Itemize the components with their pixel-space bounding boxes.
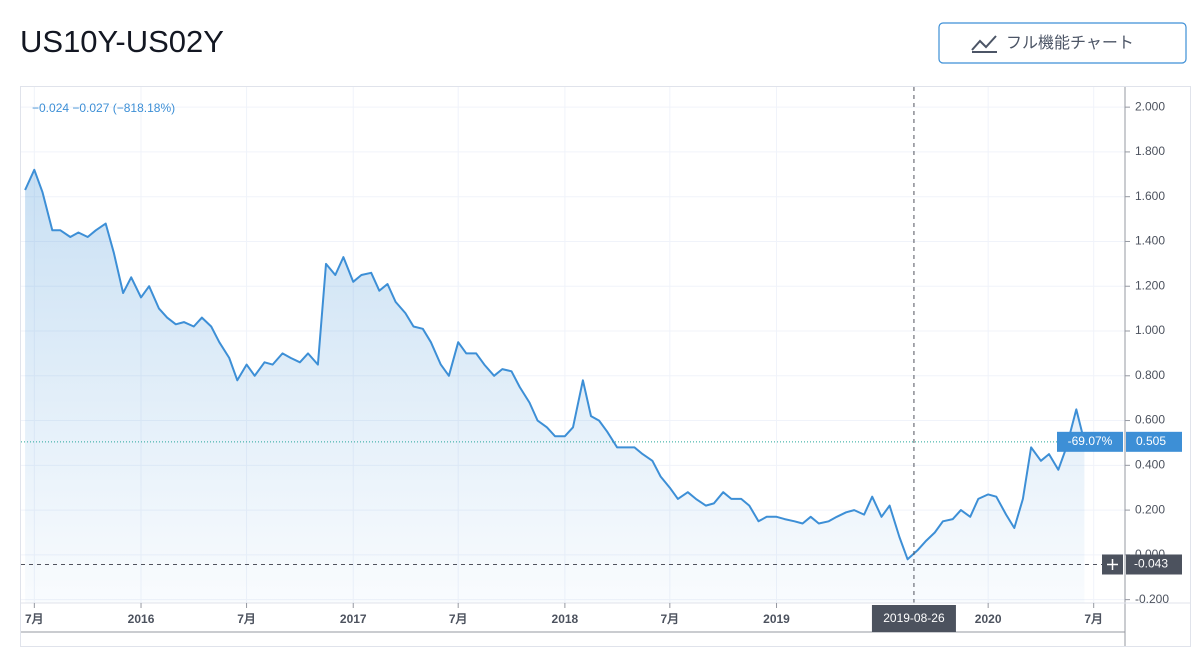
- x-tick-label: 2019: [763, 612, 790, 626]
- axes: 2.000 1.800 1.600 1.400 1.200 1.000 0.800 0.600…: [25, 99, 1182, 632]
- change-label: -69.07%: [1068, 434, 1113, 448]
- x-tick-label: 7月: [449, 612, 468, 626]
- y-tick-label: 1.600: [1135, 189, 1165, 203]
- button-frame[interactable]: [938, 22, 1187, 64]
- x-tick-label: 2018: [552, 612, 579, 626]
- x-tick-label: 7月: [660, 612, 679, 626]
- chart-title: US10Y-US02Y: [20, 24, 224, 59]
- y-tick-label: 0.800: [1135, 368, 1165, 382]
- y-tick-label: 0.600: [1135, 413, 1165, 427]
- y-tick-label: 0.200: [1135, 502, 1165, 516]
- y-tick-label: 2.000: [1135, 99, 1165, 113]
- x-tick-label: 7月: [25, 612, 44, 626]
- x-tick-label: 2020: [975, 612, 1002, 626]
- x-tick-label: 7月: [237, 612, 256, 626]
- crosshair-x-badge: [871, 605, 956, 632]
- crosshair-y-badge: [1126, 554, 1182, 575]
- y-tick-label: 1.400: [1135, 234, 1165, 248]
- legend-values: −0.024 −0.027 (−818.18%): [32, 101, 175, 115]
- line: [24, 168, 1086, 561]
- crosshair-plus: [1107, 558, 1118, 570]
- price-badge: [1126, 431, 1182, 452]
- y-tick-label: 0.400: [1135, 457, 1165, 471]
- full-chart-button[interactable]: フル機能チャート: [938, 22, 1187, 64]
- button-label[interactable]: フル機能チャート: [1006, 34, 1134, 52]
- y-tick-label: 1.800: [1135, 144, 1165, 158]
- price-label: 0.505: [1136, 434, 1166, 448]
- plot: [21, 87, 1125, 604]
- x-tick-label: 2016: [128, 612, 155, 626]
- change-badge: [1057, 431, 1123, 452]
- crosshair-y-label: -0.043: [1134, 557, 1168, 571]
- crosshair-x-label: 2019-08-26: [883, 611, 945, 625]
- y-tick-label: 1.000: [1135, 323, 1165, 337]
- y-tick-label: 1.200: [1135, 278, 1165, 292]
- area: [25, 169, 1085, 604]
- button-icon: [971, 35, 997, 51]
- y-tick-label: -0.200: [1135, 592, 1169, 606]
- x-tick-label: 7月: [1084, 612, 1103, 626]
- x-tick-label: 2017: [340, 612, 367, 626]
